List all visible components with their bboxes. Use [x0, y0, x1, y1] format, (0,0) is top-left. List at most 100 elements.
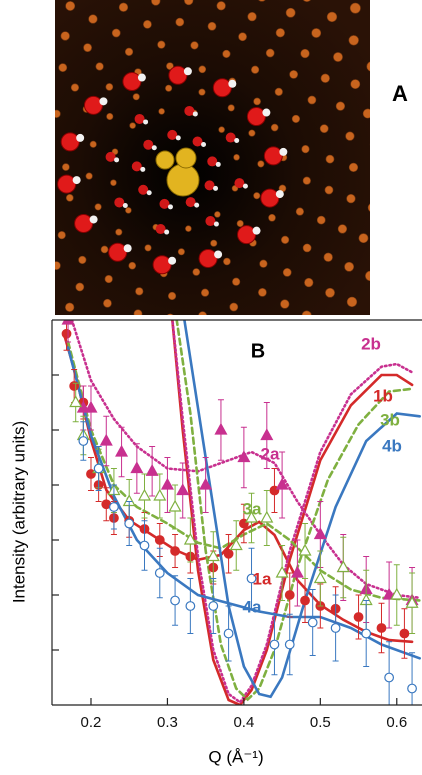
carbon-atom [0, 0, 4, 9]
series-label: 1a [253, 569, 272, 588]
carbon-atom [65, 194, 74, 202]
hydrogen-atom [275, 190, 284, 199]
carbon-atom [302, 243, 312, 253]
carbon-atom [406, 238, 416, 248]
carbon-atom [371, 27, 381, 37]
carbon-atom [388, 317, 399, 328]
carbon-atom [207, 21, 217, 31]
carbon-atom [390, 120, 400, 130]
data-point [353, 612, 364, 622]
hydrogen-atom [123, 244, 132, 253]
data-point [313, 571, 327, 584]
carbon-atom [39, 20, 48, 29]
carbon-atom [394, 151, 404, 161]
data-point [145, 464, 159, 476]
carbon-atom [55, 109, 61, 118]
data-point [199, 477, 213, 490]
oxygen-atom [57, 174, 77, 194]
carbon-atom [214, 353, 223, 362]
carbon-atom [100, 245, 109, 254]
series-label: 2b [361, 334, 381, 353]
oxygen-atom [114, 197, 125, 208]
carbon-atom [369, 143, 370, 146]
carbon-atom [281, 235, 290, 244]
carbon-atom [2, 307, 12, 317]
carbon-atom [227, 104, 235, 112]
carbon-atom [357, 320, 367, 330]
carbon-atom [275, 329, 284, 338]
carbon-atom [41, 282, 50, 291]
hydrogen-atom [183, 67, 192, 76]
oxygen-atom [60, 132, 80, 152]
data-point [260, 510, 274, 523]
carbon-atom [300, 48, 310, 59]
hydrogen-atom [213, 221, 219, 227]
data-point [183, 532, 197, 545]
carbon-atom [301, 145, 310, 154]
carbon-atom [85, 172, 93, 180]
data-point [275, 477, 289, 490]
carbon-atom [289, 70, 299, 79]
carbon-atom [325, 154, 335, 164]
hydrogen-atom [76, 133, 85, 142]
data-point [84, 400, 98, 413]
carbon-atom [265, 48, 275, 58]
carbon-atom [15, 43, 24, 52]
oxygen-atom [205, 216, 216, 227]
carbon-atom [17, 78, 26, 87]
oxygen-atom [207, 156, 218, 167]
hydrogen-atom [214, 250, 223, 259]
carbon-atom [227, 417, 238, 428]
carbon-atom [0, 69, 5, 78]
carbon-atom [128, 261, 137, 270]
hydrogen-atom [192, 111, 198, 117]
carbon-atom [129, 122, 136, 129]
carbon-atom [104, 274, 113, 284]
x-tick-label: 0.3 [157, 714, 178, 731]
carbon-atom [165, 84, 173, 92]
hydrogen-atom [262, 108, 271, 117]
data-point [139, 540, 150, 551]
carbon-atom [125, 207, 132, 214]
carbon-atom [83, 43, 92, 52]
oxygen-atom [168, 65, 188, 85]
carbon-atom [185, 225, 192, 232]
carbon-atom [214, 211, 221, 218]
carbon-atom [381, 90, 391, 100]
carbon-atom [236, 220, 244, 228]
carbon-atom [198, 88, 206, 96]
data-point [185, 601, 196, 611]
carbon-atom [39, 88, 47, 96]
carbon-atom [365, 270, 370, 282]
data-point [176, 483, 190, 496]
data-point [407, 683, 417, 694]
carbon-atom [241, 368, 251, 378]
hydrogen-atom [168, 256, 177, 265]
carbon-atom [166, 62, 174, 70]
data-point [300, 595, 310, 606]
carbon-atom [319, 124, 329, 133]
carbon-atom [78, 255, 87, 264]
carbon-atom [350, 79, 361, 89]
carbon-atom [379, 243, 389, 253]
data-point [229, 538, 243, 551]
carbon-atom [248, 389, 258, 399]
carbon-atom [279, 377, 289, 387]
carbon-atom [94, 203, 102, 211]
carbon-atom [222, 49, 231, 58]
carbon-atom [366, 61, 370, 72]
data-point [269, 639, 280, 650]
carbon-atom [167, 291, 177, 301]
carbon-atom [302, 176, 311, 185]
hydrogen-atom [194, 202, 200, 208]
error-bar [65, 320, 72, 343]
carbon-atom [345, 131, 355, 141]
carbon-atom [272, 356, 282, 366]
carbon-atom [144, 244, 152, 252]
carbon-atom [190, 41, 199, 50]
carbon-atom [157, 335, 166, 344]
carbon-atom [22, 207, 30, 215]
hydrogen-atom [228, 79, 237, 88]
hydrogen-atom [167, 204, 173, 210]
